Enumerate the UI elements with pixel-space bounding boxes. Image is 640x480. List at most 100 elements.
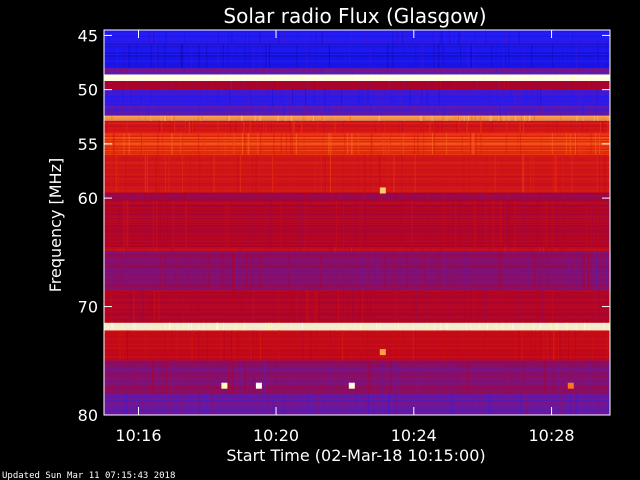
band-speckle — [250, 252, 252, 291]
band-row — [104, 331, 610, 333]
band-row — [104, 383, 610, 385]
band-row — [104, 217, 610, 219]
band-speckle — [599, 133, 601, 155]
band-speckle — [210, 154, 212, 193]
band-speckle — [126, 121, 128, 133]
band-speckle — [526, 393, 527, 415]
band-speckle — [150, 246, 152, 253]
band-speckle — [173, 200, 175, 247]
band-speckle — [562, 360, 564, 394]
band-speckle — [469, 74, 470, 81]
band-speckle — [365, 393, 367, 415]
band-row — [104, 115, 610, 117]
band-speckle — [327, 89, 329, 106]
band-row — [104, 214, 610, 216]
band-speckle — [451, 290, 453, 323]
band-speckle — [366, 393, 368, 415]
band-speckle — [382, 360, 384, 394]
band-speckle — [581, 74, 583, 81]
band-speckle — [250, 330, 252, 361]
band-row — [104, 213, 610, 215]
band-speckle — [495, 360, 497, 394]
band-speckle — [581, 121, 583, 133]
band-speckle — [150, 192, 152, 201]
band-speckle — [156, 246, 157, 253]
band-row — [104, 236, 610, 238]
band-speckle — [556, 200, 558, 247]
band-row — [104, 34, 610, 36]
band-speckle — [426, 200, 428, 247]
band-speckle — [273, 252, 275, 291]
band-speckle — [290, 154, 292, 193]
band-row — [104, 110, 610, 112]
band-speckle — [341, 68, 343, 75]
band-row — [104, 274, 610, 276]
band-speckle — [387, 154, 389, 193]
band-speckle — [224, 133, 226, 155]
band-speckle — [185, 115, 187, 122]
band-speckle — [471, 115, 473, 122]
band-speckle — [446, 115, 448, 122]
band-speckle — [514, 105, 516, 116]
band-speckle — [232, 360, 233, 394]
band-speckle — [213, 192, 215, 201]
band-speckle — [297, 68, 299, 75]
band-row — [104, 322, 610, 324]
band-speckle — [506, 121, 508, 133]
band-speckle — [146, 89, 147, 106]
band-speckle — [498, 290, 500, 323]
band-speckle — [328, 89, 330, 106]
band-speckle — [150, 68, 152, 75]
band-speckle — [552, 360, 554, 394]
band-speckle — [530, 246, 532, 253]
band-speckle — [364, 192, 366, 201]
band-speckle — [361, 252, 363, 291]
band-speckle — [603, 322, 605, 331]
band-row — [104, 36, 610, 38]
band-speckle — [340, 68, 342, 75]
band-speckle — [358, 133, 360, 155]
band-speckle — [413, 252, 415, 291]
band-speckle — [356, 44, 358, 68]
band-speckle — [595, 246, 597, 253]
band-speckle — [426, 74, 428, 81]
band-speckle — [130, 290, 132, 323]
band-speckle — [265, 192, 267, 201]
band-speckle — [244, 133, 246, 155]
band-speckle — [590, 330, 592, 361]
band-speckle — [433, 121, 435, 133]
band-speckle — [464, 121, 466, 133]
band-speckle — [463, 105, 465, 116]
band-row — [104, 372, 610, 374]
band-speckle — [155, 246, 157, 253]
band-speckle — [517, 133, 519, 155]
band-speckle — [453, 81, 455, 90]
band-speckle — [292, 290, 294, 323]
band-speckle — [255, 393, 257, 415]
band-speckle — [557, 74, 559, 81]
band-speckle — [594, 252, 596, 291]
band-speckle — [564, 74, 566, 81]
band-speckle — [268, 322, 270, 331]
band-speckle — [556, 322, 558, 331]
band-speckle — [148, 200, 150, 247]
frequency-band — [104, 330, 610, 361]
band-speckle — [191, 121, 193, 133]
band-speckle — [144, 192, 145, 201]
band-speckle — [396, 393, 398, 415]
band-speckle — [289, 200, 291, 247]
band-speckle — [185, 121, 187, 133]
band-speckle — [351, 330, 353, 361]
band-speckle — [403, 81, 405, 90]
band-speckle — [533, 115, 535, 122]
band-speckle — [534, 322, 536, 331]
band-speckle — [570, 393, 572, 415]
band-speckle — [273, 133, 275, 155]
band-speckle — [476, 74, 478, 81]
band-speckle — [159, 68, 161, 75]
band-speckle — [127, 105, 128, 116]
band-row — [104, 113, 610, 115]
band-speckle — [521, 330, 523, 361]
band-speckle — [325, 89, 326, 106]
band-speckle — [285, 74, 287, 81]
